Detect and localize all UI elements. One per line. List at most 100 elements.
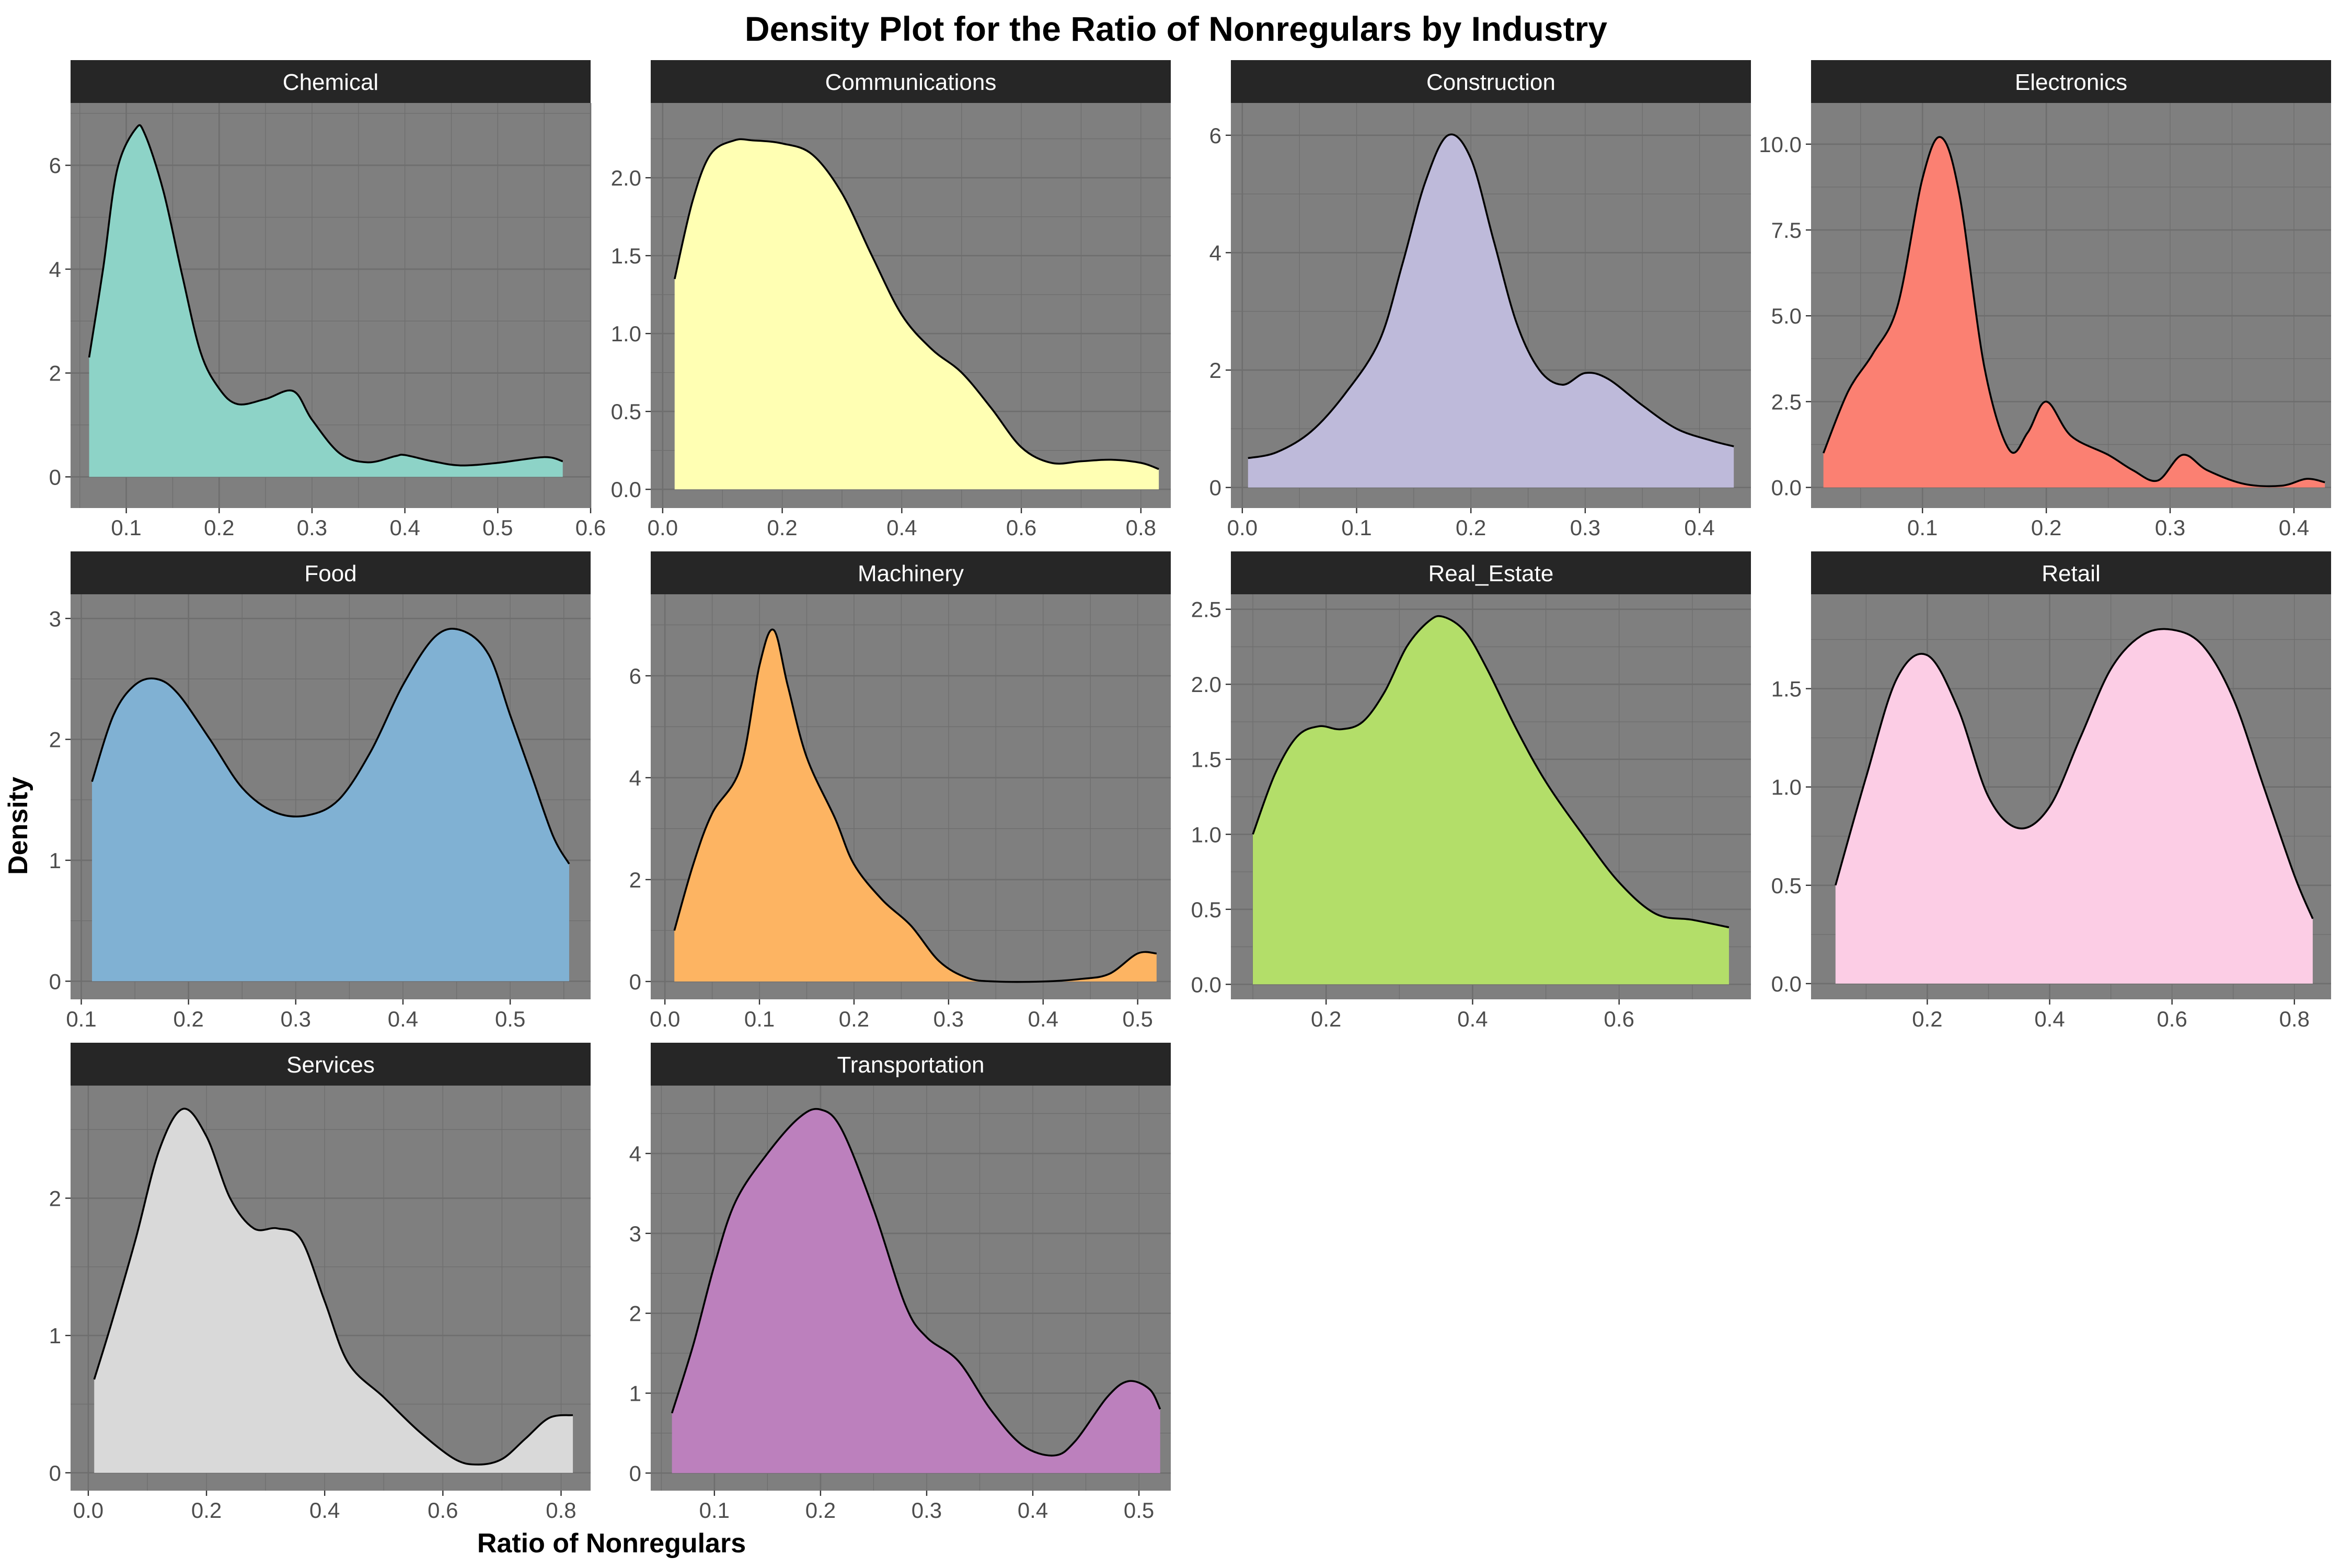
strip-label-electronics: Electronics: [2015, 70, 2127, 95]
y-tick-label-communications: 1.0: [611, 321, 641, 346]
x-tick-label-electronics: 0.2: [2031, 515, 2061, 540]
y-tick-label-electronics: 5.0: [1771, 304, 1802, 328]
y-tick-label-communications: 2.0: [611, 166, 641, 190]
gridlines-chemical: [71, 103, 592, 508]
y-tick-label-machinery: 0: [629, 970, 641, 994]
y-tick-label-food: 3: [49, 606, 61, 631]
facet-transportation: Transportation 0.1 0.2 0.3 0.4 0.5 0 1 2 3 4: [629, 1043, 1171, 1523]
density-area-food: [92, 628, 569, 982]
x-tick-label-construction: 0.2: [1456, 515, 1486, 540]
density-area-transportation: [672, 1109, 1160, 1473]
y-tick-label-transportation: 1: [629, 1381, 641, 1406]
x-tick-label-electronics: 0.1: [1907, 515, 1938, 540]
facet-communications: Communications 0.0 0.2 0.4 0.6 0.8 0.0 0.5 1.0 1.…: [611, 60, 1171, 540]
x-tick-label-transportation: 0.5: [1124, 1498, 1154, 1523]
x-tick-label-services: 0.8: [546, 1498, 576, 1523]
x-tick-label-chemical: 0.6: [575, 515, 606, 540]
density-line-transportation: [671, 1108, 1161, 1457]
x-tick-label-chemical: 0.1: [111, 515, 141, 540]
y-tick-label-chemical: 6: [49, 153, 61, 178]
x-tick-label-communications: 0.4: [886, 515, 917, 540]
y-tick-label-chemical: 0: [49, 465, 61, 489]
x-tick-label-electronics: 0.3: [2155, 515, 2185, 540]
x-tick-label-electronics: 0.4: [2279, 515, 2309, 540]
strip-construction: [1231, 60, 1751, 103]
x-tick-label-transportation: 0.1: [699, 1498, 730, 1523]
strip-communications: [651, 60, 1171, 103]
x-tick-label-real-estate: 0.4: [1457, 1007, 1488, 1031]
y-tick-label-retail: 0.0: [1771, 972, 1802, 996]
y-tick-label-chemical: 4: [49, 257, 61, 282]
y-tick-label-transportation: 4: [629, 1142, 641, 1166]
facet-construction: Construction 0.0 0.1 0.2 0.3 0.4 0 2 4 6: [1209, 60, 1751, 540]
x-tick-label-transportation: 0.2: [805, 1498, 836, 1523]
density-line-electronics: [1823, 136, 2325, 488]
density-area-communications: [674, 139, 1159, 490]
x-tick-label-services: 0.2: [191, 1498, 222, 1523]
strip-label-services: Services: [286, 1052, 375, 1078]
x-tick-label-communications: 0.0: [648, 515, 678, 540]
y-tick-label-food: 2: [49, 728, 61, 752]
x-tick-label-machinery: 0.0: [650, 1007, 680, 1031]
x-axis-label: Ratio of Nonregulars: [477, 1528, 746, 1559]
y-tick-label-electronics: 10.0: [1759, 132, 1802, 157]
density-line-real-estate: [1252, 615, 1730, 928]
x-tick-label-services: 0.6: [428, 1498, 458, 1523]
density-line-machinery: [673, 628, 1157, 983]
x-tick-label-communications: 0.2: [767, 515, 797, 540]
y-tick-label-services: 0: [49, 1461, 61, 1485]
y-tick-label-real-estate: 0.5: [1191, 897, 1221, 922]
x-tick-label-retail: 0.2: [1912, 1007, 1942, 1031]
y-tick-label-electronics: 7.5: [1771, 218, 1802, 243]
x-tick-label-real-estate: 0.6: [1604, 1007, 1634, 1031]
x-tick-label-machinery: 0.4: [1028, 1007, 1058, 1031]
x-tick-label-retail: 0.4: [2034, 1007, 2065, 1031]
y-tick-label-retail: 1.0: [1771, 775, 1802, 800]
y-tick-label-real-estate: 2.0: [1191, 672, 1221, 697]
x-tick-label-transportation: 0.3: [912, 1498, 942, 1523]
x-tick-label-transportation: 0.4: [1018, 1498, 1048, 1523]
y-tick-label-transportation: 3: [629, 1221, 641, 1246]
facet-machinery: Machinery 0.0 0.1 0.2 0.3 0.4 0.5 0 2 4 6: [629, 551, 1171, 1031]
facet-electronics: Electronics 0.1 0.2 0.3 0.4 0.0 2.5 5.0 7.5 10.0: [1759, 60, 2331, 540]
y-tick-label-construction: 0: [1209, 476, 1221, 500]
x-tick-label-food: 0.2: [173, 1007, 203, 1031]
chart-title: Density Plot for the Ratio of Nonregular…: [745, 9, 1607, 48]
strip-chemical: [71, 60, 591, 103]
y-tick-label-electronics: 2.5: [1771, 389, 1802, 414]
strip-label-transportation: Transportation: [837, 1052, 984, 1078]
facet-food: Food 0.1 0.2 0.3 0.4 0.5 0 1 2 3: [49, 551, 591, 1031]
strip-transportation: [651, 1043, 1171, 1086]
x-tick-label-construction: 0.3: [1570, 515, 1600, 540]
facet-panels: Chemical 0.1 0.2 0.3 0.4 0.5 0.6 0 2 4 6 Communicat…: [49, 60, 2331, 1523]
strip-retail: [1811, 551, 2331, 594]
y-tick-label-construction: 6: [1209, 123, 1221, 148]
x-tick-label-chemical: 0.4: [389, 515, 420, 540]
density-line-food: [91, 628, 570, 864]
x-tick-label-food: 0.5: [495, 1007, 525, 1031]
y-tick-label-communications: 1.5: [611, 244, 641, 268]
y-tick-label-food: 1: [49, 848, 61, 873]
x-tick-label-services: 0.0: [73, 1498, 103, 1523]
x-tick-label-real-estate: 0.2: [1311, 1007, 1341, 1031]
facet-retail: Retail 0.2 0.4 0.6 0.8 0.0 0.5 1.0 1.5: [1771, 551, 2331, 1031]
x-tick-label-construction: 0.1: [1341, 515, 1371, 540]
strip-label-chemical: Chemical: [283, 70, 378, 95]
y-tick-label-transportation: 2: [629, 1301, 641, 1326]
strip-label-retail: Retail: [2042, 561, 2101, 586]
y-tick-label-construction: 2: [1209, 358, 1221, 383]
y-tick-label-machinery: 2: [629, 868, 641, 892]
density-line-chemical: [88, 124, 563, 467]
x-tick-label-retail: 0.8: [2279, 1007, 2310, 1031]
y-tick-label-real-estate: 0.0: [1191, 972, 1221, 997]
strip-label-real-estate: Real_Estate: [1428, 561, 1554, 586]
y-tick-label-services: 1: [49, 1323, 61, 1348]
y-tick-label-transportation: 0: [629, 1461, 641, 1485]
x-tick-label-services: 0.4: [309, 1498, 340, 1523]
y-tick-label-machinery: 4: [629, 766, 641, 790]
strip-machinery: [651, 551, 1171, 594]
density-line-construction: [1248, 133, 1734, 459]
x-tick-label-construction: 0.0: [1227, 515, 1258, 540]
y-tick-label-communications: 0.5: [611, 399, 641, 424]
